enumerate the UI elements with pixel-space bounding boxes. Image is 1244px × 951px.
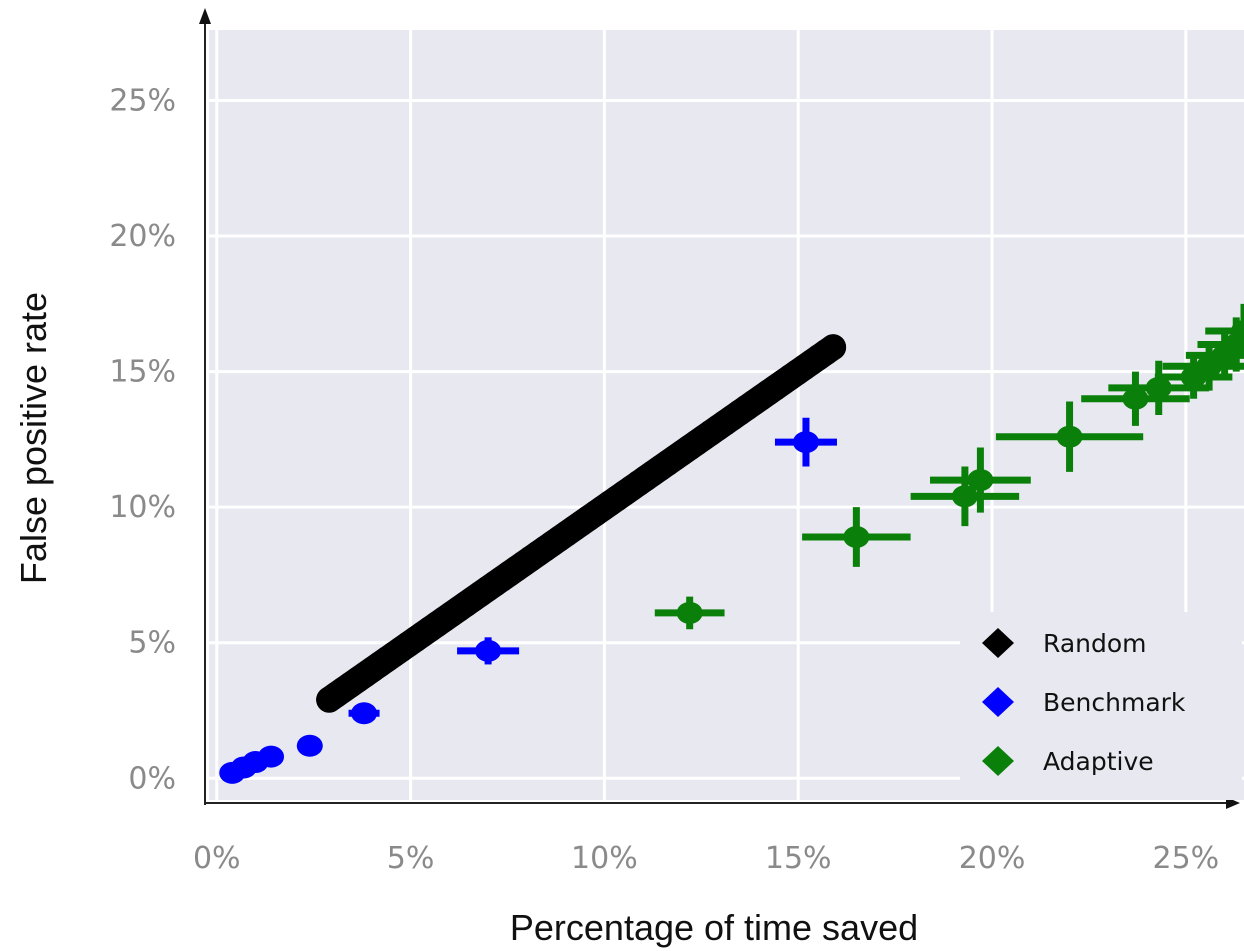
- marker: [1056, 425, 1083, 448]
- diamond-icon: [982, 687, 1014, 717]
- adaptive-point: [930, 447, 1031, 513]
- marker: [967, 469, 994, 492]
- x-tick-label: 5%: [387, 841, 435, 876]
- legend-item-adaptive: Adaptive: [982, 746, 1154, 776]
- marker: [792, 431, 819, 454]
- marker: [1145, 376, 1172, 399]
- legend: Random Benchmark Adaptive: [960, 612, 1242, 800]
- x-tick-label: 0%: [193, 841, 241, 876]
- legend-label: Adaptive: [1043, 747, 1154, 776]
- adaptive-point: [910, 466, 1020, 527]
- legend-item-benchmark: Benchmark: [982, 687, 1186, 717]
- x-tick-label: 25%: [1153, 841, 1220, 876]
- legend-label: Benchmark: [1043, 688, 1186, 717]
- marker: [351, 702, 378, 725]
- marker: [843, 526, 870, 549]
- benchmark-point: [296, 734, 323, 757]
- adaptive-point: [802, 507, 911, 567]
- y-axis-label: False positive rate: [13, 292, 54, 584]
- x-tick-label: 10%: [571, 841, 638, 876]
- benchmark-point: [457, 637, 520, 665]
- marker: [475, 639, 502, 662]
- gridlines: [209, 30, 1244, 800]
- diamond-icon: [982, 746, 1014, 776]
- benchmark-point: [774, 417, 837, 467]
- x-tick-label: 20%: [959, 841, 1026, 876]
- legend-label: Random: [1043, 629, 1147, 658]
- legend-item-random: Random: [982, 628, 1147, 658]
- axes: 0% 5% 10% 15% 20% 25% 0% 5% 10% 15% 20% 25% Percen…: [13, 8, 1242, 948]
- data-series: [219, 303, 1244, 784]
- marker: [258, 745, 285, 768]
- y-tick-label: 10%: [109, 490, 176, 525]
- y-axis-arrow-icon: [199, 8, 211, 24]
- y-tick-label: 0%: [128, 761, 176, 796]
- adaptive-point: [995, 401, 1144, 472]
- marker: [951, 485, 978, 508]
- benchmark-point: [258, 745, 285, 768]
- adaptive-point: [654, 596, 725, 630]
- y-tick-label: 25%: [109, 83, 176, 118]
- y-tick-labels: 0% 5% 10% 15% 20% 25%: [109, 83, 176, 796]
- adaptive-point: [1205, 303, 1244, 359]
- diamond-icon: [982, 628, 1014, 658]
- marker: [1122, 387, 1149, 410]
- series-random: [316, 334, 847, 713]
- y-tick-label: 15%: [109, 355, 176, 390]
- y-tick-label: 20%: [109, 219, 176, 254]
- x-axis-label: Percentage of time saved: [510, 907, 918, 948]
- series-adaptive: [654, 303, 1244, 630]
- marker: [676, 601, 703, 624]
- x-tick-labels: 0% 5% 10% 15% 20% 25%: [193, 841, 1219, 876]
- marker: [296, 734, 323, 757]
- y-tick-label: 5%: [128, 626, 176, 661]
- adaptive-point: [1081, 371, 1190, 426]
- series-benchmark: [219, 417, 837, 784]
- random-point: [820, 334, 847, 361]
- x-tick-label: 15%: [765, 841, 832, 876]
- marker: [1231, 319, 1244, 342]
- benchmark-point: [348, 702, 380, 725]
